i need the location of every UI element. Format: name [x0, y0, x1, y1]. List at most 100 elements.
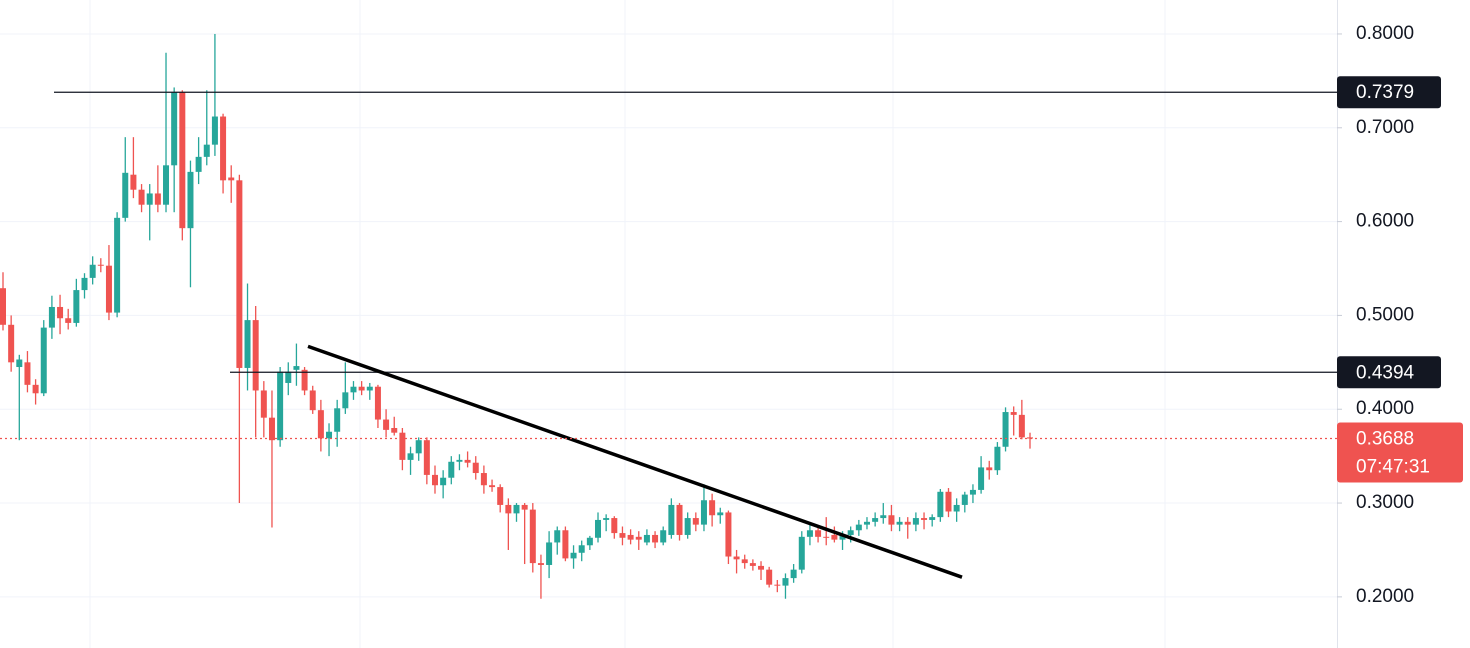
candle-body	[489, 485, 496, 488]
y-tick-label: 0.3000	[1356, 492, 1414, 513]
candle-body	[986, 467, 993, 471]
candle-body	[872, 518, 879, 522]
candle-body	[472, 462, 479, 474]
candle-body	[684, 518, 691, 535]
candle-body	[798, 536, 805, 570]
candle-body	[700, 500, 707, 525]
candle-body	[766, 569, 773, 585]
candle-body	[301, 369, 308, 391]
candle-body	[358, 386, 365, 391]
candle-body	[611, 518, 618, 534]
candle-body	[480, 473, 487, 486]
candle-body	[774, 584, 781, 586]
candle-body	[187, 171, 194, 229]
y-tick-label: 0.4000	[1356, 398, 1414, 419]
candle-body	[570, 552, 577, 559]
candle-body	[423, 440, 430, 475]
candle-body	[448, 461, 455, 478]
candle-body	[709, 500, 716, 516]
last-price-label: 0.3688	[1356, 429, 1414, 450]
candle-body	[366, 386, 373, 391]
candle-body	[953, 504, 960, 512]
countdown-label: 07:47:31	[1356, 457, 1430, 478]
candle-body	[415, 440, 422, 454]
candle-body	[749, 563, 756, 566]
trendline	[307, 344, 963, 579]
candle-body	[326, 431, 333, 439]
candle-body	[65, 318, 72, 323]
candle-body	[937, 491, 944, 518]
candle-body	[48, 306, 55, 328]
level-label: 0.4394	[1356, 362, 1415, 383]
candle-body	[660, 530, 667, 543]
candle-body	[171, 92, 178, 166]
candle-body	[929, 517, 936, 520]
candle-body	[635, 536, 642, 540]
candle-body	[896, 521, 903, 525]
candle-body	[89, 264, 96, 278]
candle-body	[179, 92, 186, 229]
candle-body	[1002, 412, 1009, 447]
candle-body	[855, 524, 862, 531]
candle-body	[228, 177, 235, 181]
candle-body	[154, 193, 161, 205]
candle-body	[521, 504, 528, 510]
candle-body	[904, 521, 911, 525]
candle-body	[342, 392, 349, 409]
candle-body	[195, 156, 202, 172]
candle-body	[73, 290, 80, 323]
level-label: 0.7379	[1356, 82, 1414, 103]
candle-body	[505, 504, 512, 514]
candle-body	[627, 534, 634, 540]
candle-body	[725, 512, 732, 557]
candle-body	[407, 453, 414, 460]
candle-body	[969, 489, 976, 495]
candle-body	[790, 569, 797, 579]
candle-body	[945, 491, 952, 512]
candle-body	[383, 419, 390, 430]
candle-body	[244, 320, 251, 368]
candle-body	[603, 518, 610, 520]
candle-body	[741, 559, 748, 564]
candle-body	[537, 563, 544, 565]
candle-body	[130, 174, 137, 190]
candle-body	[309, 390, 316, 411]
candle-body	[211, 116, 218, 145]
candle-body	[317, 410, 324, 439]
candle-body	[847, 530, 854, 535]
last-price-box	[1337, 422, 1463, 483]
candle-body	[513, 504, 520, 514]
candle-body	[57, 306, 64, 319]
y-tick-label: 0.7000	[1356, 117, 1414, 138]
candle-body	[122, 172, 129, 218]
candle-body	[880, 515, 887, 519]
candle-body	[236, 180, 243, 368]
candle-body	[440, 477, 447, 486]
candle-body	[146, 193, 153, 205]
candle-body	[831, 534, 838, 540]
candle-body	[277, 371, 284, 441]
candle-body	[40, 327, 47, 394]
candle-body	[823, 536, 830, 538]
candle-body	[586, 537, 593, 546]
candle-body	[220, 116, 227, 181]
candle-body	[546, 542, 553, 565]
candle-body	[138, 189, 145, 205]
candle-body	[839, 534, 846, 540]
candle-body	[806, 530, 813, 537]
time-grid	[89, 0, 1166, 648]
candle-body	[24, 362, 31, 385]
candle-body	[293, 366, 300, 370]
candle-body	[374, 386, 381, 420]
candle-body	[676, 504, 683, 535]
candle-body	[652, 534, 659, 543]
candle-body	[497, 487, 504, 505]
candle-body	[431, 474, 438, 486]
candle-body	[203, 144, 210, 157]
candle-body	[1018, 414, 1025, 438]
candle-body	[114, 217, 121, 313]
candle-body	[733, 556, 740, 560]
candle-body	[81, 277, 88, 291]
candle-body	[643, 534, 650, 543]
